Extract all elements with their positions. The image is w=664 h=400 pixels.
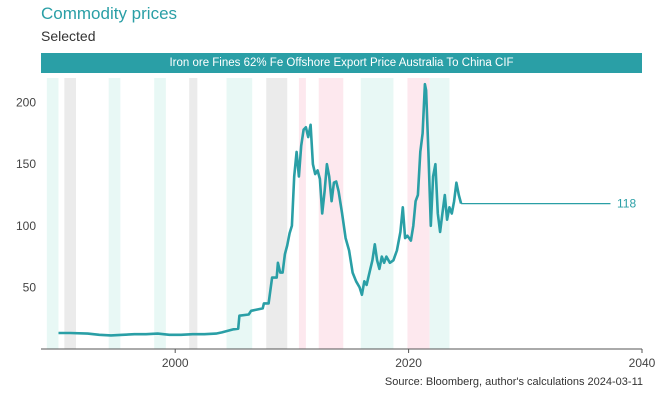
- shaded-period-expansion: [429, 78, 450, 349]
- x-tick-label: 2020: [395, 356, 422, 370]
- series-banner: Iron ore Fines 62% Fe Offshore Export Pr…: [41, 53, 642, 73]
- series-line: [58, 82, 463, 337]
- source-note: Source: Bloomberg, author's calculations…: [384, 376, 643, 388]
- shaded-period-neutral: [266, 78, 288, 349]
- shaded-period-expansion: [108, 78, 121, 349]
- shaded-period-neutral: [64, 78, 77, 349]
- shaded-period-recession: [407, 78, 430, 349]
- y-tick-label: 200: [16, 96, 36, 110]
- shaded-periods: [46, 78, 450, 349]
- x-tick-label: 2040: [629, 356, 656, 370]
- series-group: [58, 82, 611, 337]
- y-tick-label: 100: [16, 219, 36, 233]
- shaded-period-expansion: [226, 78, 253, 349]
- chart-title: Commodity prices: [41, 4, 178, 23]
- y-tick-labels: 50 100 150 200: [16, 96, 36, 295]
- y-tick-label: 50: [23, 280, 37, 294]
- shaded-period-expansion: [360, 78, 394, 349]
- x-tick-label: 2000: [162, 356, 189, 370]
- chart-subtitle: Selected: [41, 28, 96, 44]
- shaded-period-expansion: [154, 78, 166, 349]
- x-tick-labels: 2000 2020 2040: [162, 349, 656, 370]
- y-tick-label: 150: [16, 157, 36, 171]
- shaded-period-expansion: [46, 78, 59, 349]
- shaded-period-neutral: [189, 78, 198, 349]
- end-value-label: 118: [617, 197, 636, 211]
- shaded-period-recession: [298, 78, 306, 349]
